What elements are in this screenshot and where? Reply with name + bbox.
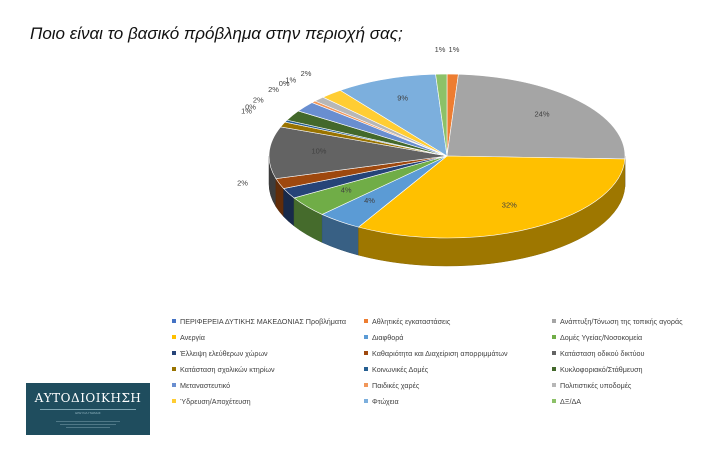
legend-item: ΠΕΡΙΦΕΡΕΙΑ ΔΥΤΙΚΗΣ ΜΑΚΕΔΟΝΙΑΣ Προβλήματα xyxy=(172,315,364,327)
data-label: 1% xyxy=(285,76,296,85)
legend-item: Κυκλοφοριακό/Στάθμευση xyxy=(552,363,712,375)
legend-item: Έλλειψη ελεύθερων χώρων xyxy=(172,347,364,359)
pie-slice xyxy=(268,126,448,179)
legend-item: Ύδρευση/Αποχέτευση xyxy=(172,395,364,407)
legend-item: Πολιτιστικές υποδομές xyxy=(552,379,712,391)
legend-swatch xyxy=(172,399,176,403)
legend-item: Παιδικές χαρές xyxy=(364,379,552,391)
legend-label: ΠΕΡΙΦΕΡΕΙΑ ΔΥΤΙΚΗΣ ΜΑΚΕΔΟΝΙΑΣ Προβλήματα xyxy=(180,316,346,326)
legend-label: Έλλειψη ελεύθερων χώρων xyxy=(180,348,268,358)
legend-swatch xyxy=(172,319,176,323)
legend-swatch xyxy=(364,319,368,323)
logo-tagline: ΕΡΕΥΝΑ ΓΝΩΜΗΣ xyxy=(75,411,101,415)
legend-label: Κυκλοφοριακό/Στάθμευση xyxy=(560,364,643,374)
legend-label: Ανεργία xyxy=(180,332,205,342)
legend-item: Ανεργία xyxy=(172,331,364,343)
legend-item: Κατάσταση σχολικών κτηρίων xyxy=(172,363,364,375)
legend-swatch xyxy=(364,335,368,339)
pie-chart: 1%24%32%4%4%2%10%1%0%2%2%0%1%2%9%1% xyxy=(237,45,626,267)
data-label: 1% xyxy=(435,45,446,54)
legend-item: ΔΞ/ΔΑ xyxy=(552,395,712,407)
data-label: 2% xyxy=(268,85,279,94)
legend-swatch xyxy=(552,319,556,323)
logo-name: ΑΥΤΟΔΙΟΙΚΗΣΗ xyxy=(34,391,142,405)
legend-swatch xyxy=(552,351,556,355)
chart-legend: ΠΕΡΙΦΕΡΕΙΑ ΔΥΤΙΚΗΣ ΜΑΚΕΔΟΝΙΑΣ Προβλήματα… xyxy=(172,315,712,407)
chart-title: Ποιο είναι το βασικό πρόβλημα στην περιο… xyxy=(30,24,403,43)
data-label: 4% xyxy=(341,185,352,194)
legend-item: Φτώχεια xyxy=(364,395,552,407)
legend-label: Ύδρευση/Αποχέτευση xyxy=(180,396,251,406)
pie-slice xyxy=(357,155,626,239)
legend-item: Μεταναστευτικό xyxy=(172,379,364,391)
legend-label: Μεταναστευτικό xyxy=(180,380,231,390)
pie-slice xyxy=(446,73,626,160)
legend-item: Κατάσταση οδικού δικτύου xyxy=(552,347,712,359)
legend-swatch xyxy=(364,383,368,387)
legend-label: Φτώχεια xyxy=(372,396,399,406)
data-label: 2% xyxy=(253,96,264,105)
legend-swatch xyxy=(364,399,368,403)
pie-slice xyxy=(435,73,448,157)
legend-swatch xyxy=(172,383,176,387)
legend-label: Πολιτιστικές υποδομές xyxy=(560,380,632,390)
legend-label: Διαφθορά xyxy=(372,332,404,342)
legend-item: Κοινωνικές Δομές xyxy=(364,363,552,375)
legend-item: Καθαριότητα και Διαχείριση απορριμμάτων xyxy=(364,347,552,359)
legend-swatch xyxy=(364,351,368,355)
legend-swatch xyxy=(172,367,176,371)
autodioikisi-logo: ΑΥΤΟΔΙΟΙΚΗΣΗ ΕΡΕΥΝΑ ΓΝΩΜΗΣ xyxy=(26,383,150,435)
legend-swatch xyxy=(552,335,556,339)
data-label: 24% xyxy=(535,109,550,118)
legend-label: Κοινωνικές Δομές xyxy=(372,364,429,374)
pie-slice xyxy=(339,73,448,157)
legend-label: Αθλητικές εγκαταστάσεις xyxy=(372,316,451,326)
legend-item: Ανάπτυξη/Τόνωση της τοπικής αγοράς xyxy=(552,315,712,327)
legend-swatch xyxy=(172,335,176,339)
data-label: 0% xyxy=(279,79,290,88)
logo-small-text xyxy=(56,421,120,422)
legend-swatch xyxy=(552,399,556,403)
data-label: 2% xyxy=(237,179,248,188)
data-label: 2% xyxy=(301,69,312,78)
data-label: 10% xyxy=(311,147,326,156)
legend-label: ΔΞ/ΔΑ xyxy=(560,396,582,406)
legend-label: Δομές Υγείας/Νοσοκομεία xyxy=(560,332,643,342)
legend-label: Καθαριότητα και Διαχείριση απορριμμάτων xyxy=(372,348,508,358)
legend-swatch xyxy=(552,383,556,387)
legend-label: Κατάσταση σχολικών κτηρίων xyxy=(180,364,275,374)
legend-swatch xyxy=(172,351,176,355)
legend-item: Δομές Υγείας/Νοσοκομεία xyxy=(552,331,712,343)
logo-small-text xyxy=(66,427,110,428)
legend-item: Αθλητικές εγκαταστάσεις xyxy=(364,315,552,327)
legend-item: Διαφθορά xyxy=(364,331,552,343)
legend-label: Παιδικές χαρές xyxy=(372,380,420,390)
legend-swatch xyxy=(364,367,368,371)
data-label: 9% xyxy=(397,94,408,103)
legend-label: Ανάπτυξη/Τόνωση της τοπικής αγοράς xyxy=(560,316,683,326)
data-label: 4% xyxy=(364,196,375,205)
logo-small-text xyxy=(60,424,116,425)
legend-label: Κατάσταση οδικού δικτύου xyxy=(560,348,645,358)
data-label: 1% xyxy=(449,45,460,54)
data-label: 0% xyxy=(245,102,256,111)
logo-divider xyxy=(40,409,136,410)
legend-swatch xyxy=(552,367,556,371)
data-label: 1% xyxy=(241,106,252,115)
data-label: 32% xyxy=(502,201,517,210)
